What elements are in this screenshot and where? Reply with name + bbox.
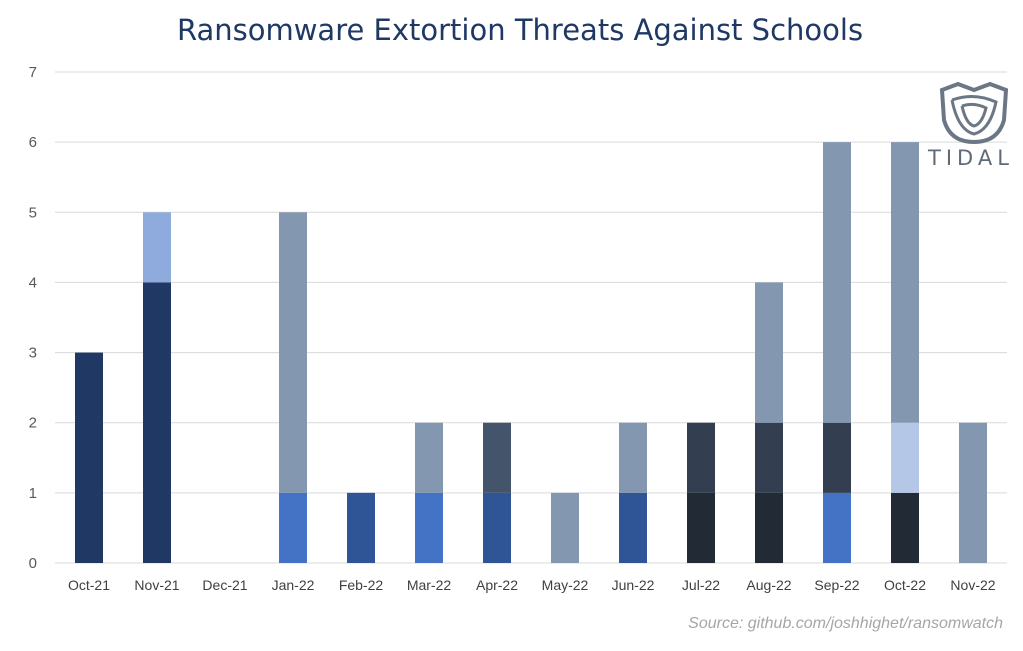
x-tick-label: Oct-21 — [68, 577, 110, 593]
y-tick-label: 6 — [29, 134, 37, 151]
bar-segment — [415, 492, 443, 563]
bar-segment — [347, 492, 375, 563]
y-tick-label: 5 — [29, 204, 37, 221]
x-tick-label: Jul-22 — [682, 577, 720, 593]
bar-segment — [279, 212, 307, 493]
bar-segment — [687, 492, 715, 563]
x-tick-label: Nov-21 — [134, 577, 179, 593]
x-tick-label: Apr-22 — [476, 577, 518, 593]
bar-segment — [415, 422, 443, 493]
bar-segment — [755, 282, 783, 423]
bar-segment — [279, 492, 307, 563]
bar-segment — [755, 492, 783, 563]
y-tick-label: 3 — [29, 345, 37, 362]
y-tick-label: 2 — [29, 415, 37, 432]
x-tick-label: Jan-22 — [272, 577, 315, 593]
x-tick-label: Nov-22 — [950, 577, 995, 593]
bar-segment — [143, 212, 171, 283]
bar-segment — [891, 492, 919, 563]
bar-segment — [551, 492, 579, 563]
x-tick-label: Sep-22 — [814, 577, 859, 593]
bar-segment — [75, 352, 103, 563]
x-axis-ticks: Oct-21 Nov-21 Dec-21 Jan-22 Feb-22 Mar-22 Apr-… — [68, 577, 996, 593]
x-tick-label: Feb-22 — [339, 577, 384, 593]
x-tick-label: May-22 — [542, 577, 589, 593]
y-tick-label: 0 — [29, 555, 37, 572]
bar-segment — [483, 422, 511, 493]
x-tick-label: Aug-22 — [746, 577, 791, 593]
x-tick-label: Jun-22 — [612, 577, 655, 593]
bars — [75, 142, 987, 563]
source-note: Source: github.com/joshhighet/ransomwatc… — [688, 615, 1003, 632]
x-tick-label: Dec-21 — [202, 577, 247, 593]
x-tick-label: Oct-22 — [884, 577, 926, 593]
bar-segment — [143, 282, 171, 563]
bar-segment — [687, 422, 715, 493]
logo-wordmark: TIDAL — [928, 146, 1014, 170]
bar-segment — [483, 492, 511, 563]
y-tick-label: 4 — [29, 274, 37, 291]
bar-segment — [891, 142, 919, 423]
bar-segment — [619, 492, 647, 563]
bar-segment — [823, 492, 851, 563]
chart-title: Ransomware Extortion Threats Against Sch… — [176, 13, 864, 47]
bar-segment — [959, 422, 987, 563]
gridlines — [55, 71, 1007, 564]
bar-segment — [823, 142, 851, 423]
y-tick-label: 7 — [29, 64, 37, 81]
y-axis-ticks: 0 1 2 3 4 5 6 7 — [29, 64, 37, 572]
bar-segment — [755, 422, 783, 493]
y-tick-label: 1 — [29, 485, 37, 502]
tidal-shield-logo-icon — [939, 81, 1009, 145]
x-tick-label: Mar-22 — [407, 577, 452, 593]
bar-segment — [891, 422, 919, 493]
bar-segment — [823, 422, 851, 493]
bar-segment — [619, 422, 647, 493]
